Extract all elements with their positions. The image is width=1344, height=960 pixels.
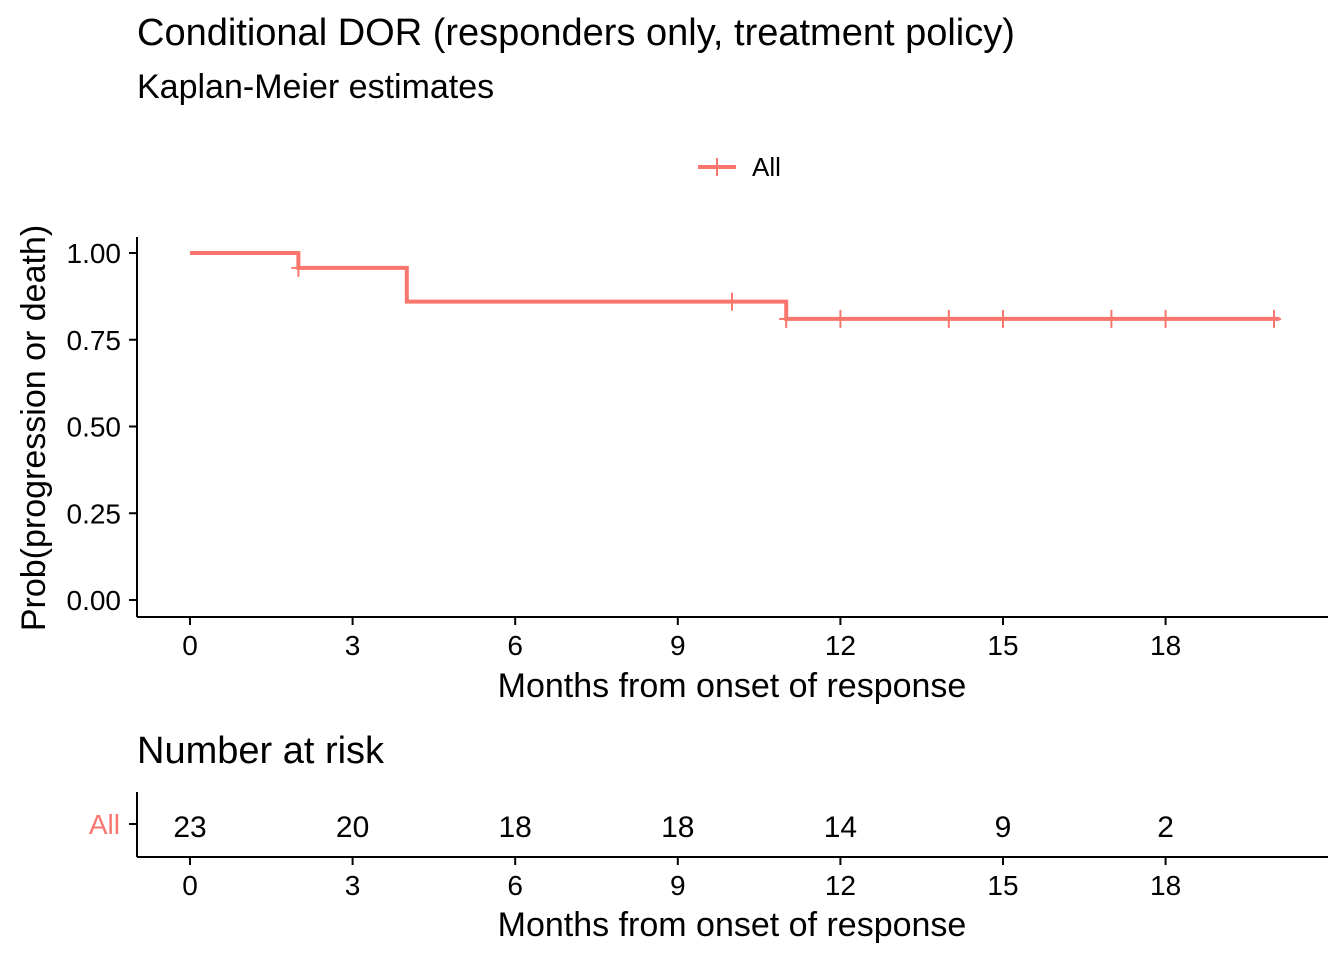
risk-x-axis-label: Months from onset of response (498, 906, 967, 944)
risk-x-tick-label: 18 (1150, 870, 1181, 901)
risk-axes (129, 792, 1328, 865)
y-axis-label: Prob(progression or death) (15, 225, 53, 631)
risk-value: 2 (1157, 811, 1174, 844)
km-axes (129, 237, 1328, 625)
x-tick-label: 15 (987, 630, 1018, 661)
risk-value: 9 (995, 811, 1012, 844)
risk-value: 23 (173, 811, 206, 844)
x-tick-label: 3 (345, 630, 361, 661)
x-axis-label: Months from onset of response (498, 667, 967, 705)
risk-value: 18 (661, 811, 694, 844)
risk-x-tick-label: 9 (670, 870, 686, 901)
risk-x-tick-label: 6 (507, 870, 523, 901)
km-plot: All Months from onset of response Prob(p… (15, 152, 1328, 705)
risk-x-tick-label: 12 (825, 870, 856, 901)
y-tick-label: 0.00 (67, 585, 122, 616)
y-tick-label: 0.25 (67, 498, 122, 529)
risk-x-tick-label: 15 (987, 870, 1018, 901)
chart-subtitle: Kaplan-Meier estimates (137, 68, 495, 106)
risk-table: All 23 20 18 18 14 9 2 Months from onset of re… (89, 792, 1328, 944)
x-tick-label: 18 (1150, 630, 1181, 661)
risk-value: 18 (499, 811, 532, 844)
legend-label-all: All (752, 152, 781, 182)
y-tick-label: 0.75 (67, 325, 122, 356)
y-tick-label: 1.00 (67, 238, 122, 269)
risk-x-tick-label: 3 (345, 870, 361, 901)
km-step-line-all (190, 251, 1280, 321)
risk-row-label-all: All (89, 809, 120, 840)
risk-table-title: Number at risk (137, 730, 385, 772)
risk-value: 20 (336, 811, 369, 844)
y-tick-label: 0.50 (67, 412, 122, 443)
x-tick-label: 0 (182, 630, 198, 661)
x-tick-label: 6 (507, 630, 523, 661)
chart-title: Conditional DOR (responders only, treatm… (137, 12, 1015, 54)
risk-x-tick-label: 0 (182, 870, 198, 901)
legend: All (698, 152, 781, 182)
risk-value: 14 (824, 811, 857, 844)
km-curve (190, 251, 1281, 328)
x-tick-label: 12 (825, 630, 856, 661)
risk-values: 23 20 18 18 14 9 2 (173, 811, 1174, 844)
x-tick-label: 9 (670, 630, 686, 661)
